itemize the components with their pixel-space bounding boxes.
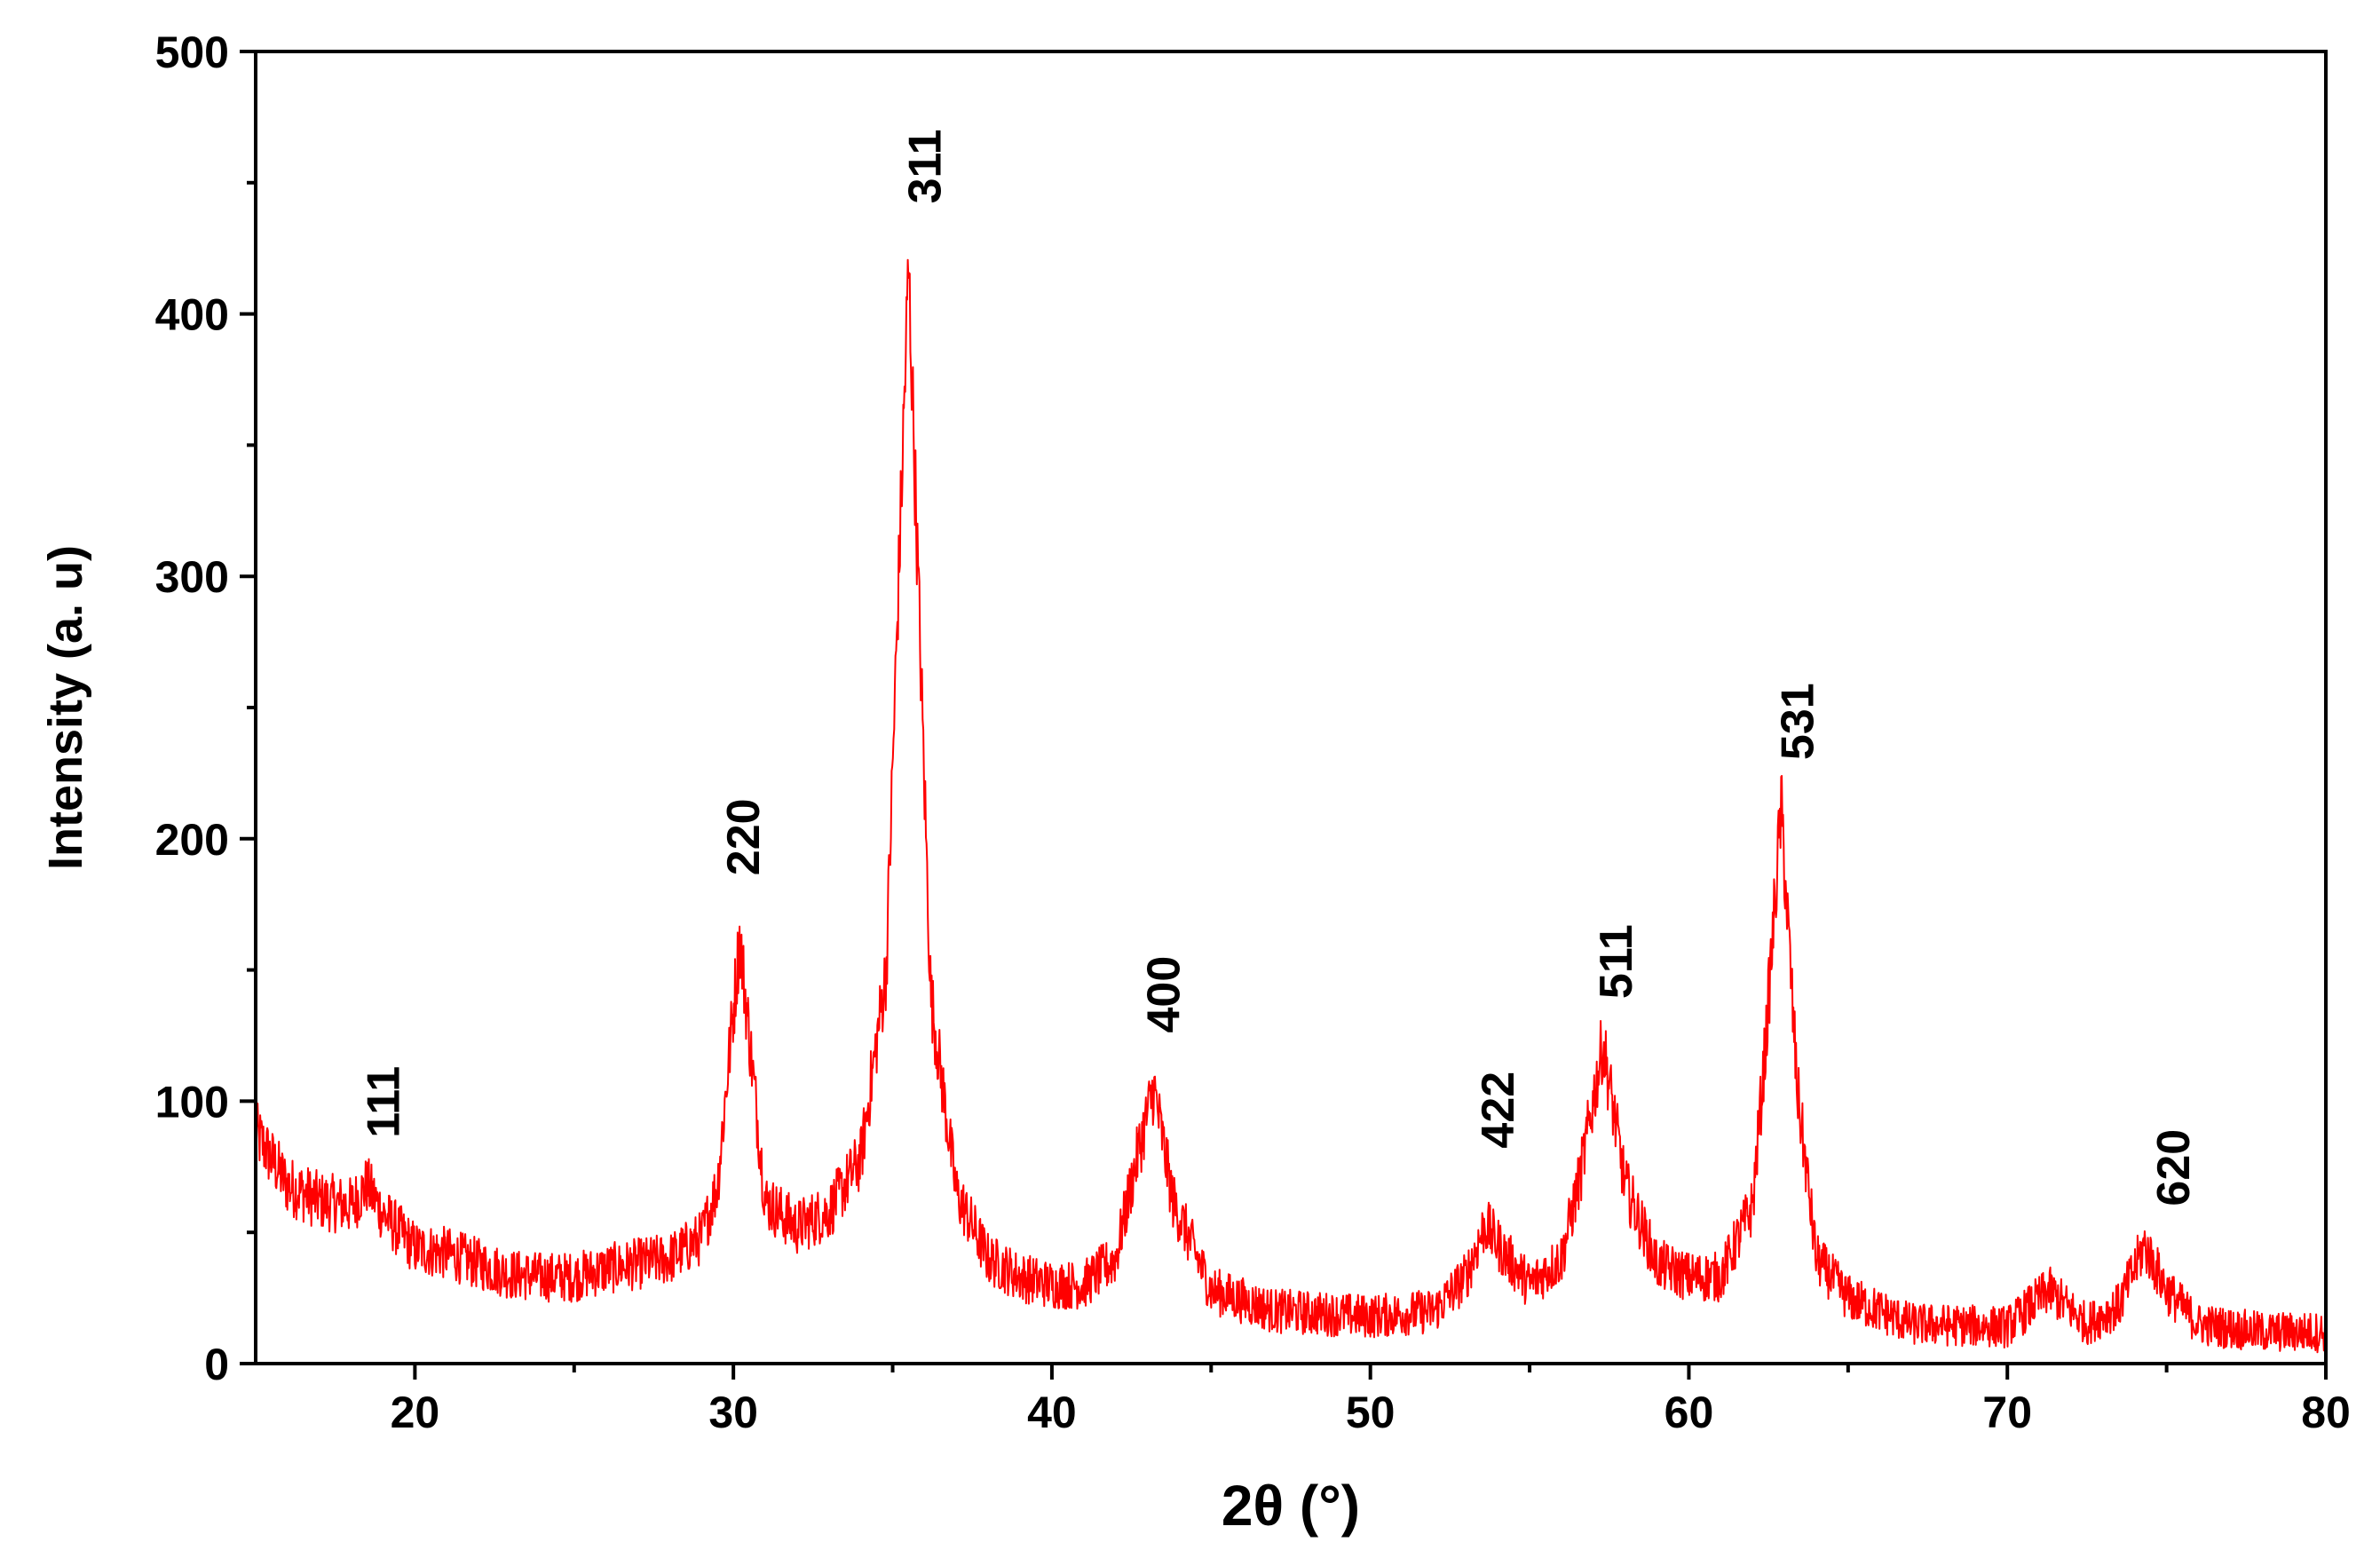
peak-label-311: 311 bbox=[899, 130, 951, 204]
ticks-layer bbox=[240, 50, 2328, 1380]
peak-label-531: 531 bbox=[1772, 683, 1823, 760]
peak-label-111: 111 bbox=[359, 1066, 410, 1138]
peak-label-511: 511 bbox=[1591, 924, 1642, 999]
x-tick-label: 70 bbox=[1982, 1388, 2032, 1437]
y-tick-label: 100 bbox=[155, 1077, 229, 1127]
x-tick-label: 50 bbox=[1346, 1388, 1396, 1437]
x-tick-label: 60 bbox=[1664, 1388, 1714, 1437]
x-tick-label: 40 bbox=[1027, 1388, 1077, 1437]
series-line bbox=[255, 258, 2327, 1354]
y-tick-label: 400 bbox=[155, 290, 229, 340]
x-tick-label: 20 bbox=[391, 1388, 440, 1437]
x-tick-label: 30 bbox=[708, 1388, 758, 1437]
y-tick-label: 200 bbox=[155, 815, 229, 865]
x-tick-label: 80 bbox=[2301, 1388, 2351, 1437]
series-layer bbox=[255, 258, 2327, 1354]
y-tick-label: 500 bbox=[155, 28, 229, 77]
y-tick-label: 0 bbox=[204, 1340, 229, 1389]
peak-annotations: 111 220 311 400 422 511 531 620 bbox=[359, 130, 2200, 1206]
peak-label-220: 220 bbox=[718, 798, 770, 875]
peak-label-422: 422 bbox=[1473, 1072, 1524, 1149]
y-tick-label: 300 bbox=[155, 552, 229, 602]
y-axis-title: Intensity (a. u) bbox=[39, 545, 92, 870]
labels-layer: 20 30 40 50 60 70 80 0 100 200 300 400 500 bbox=[155, 28, 2351, 1437]
peak-label-620: 620 bbox=[2148, 1129, 2200, 1206]
peak-label-400: 400 bbox=[1139, 956, 1190, 1033]
plot-frame bbox=[254, 50, 2328, 1365]
x-axis-title: 2θ (°) bbox=[1222, 1474, 1360, 1538]
